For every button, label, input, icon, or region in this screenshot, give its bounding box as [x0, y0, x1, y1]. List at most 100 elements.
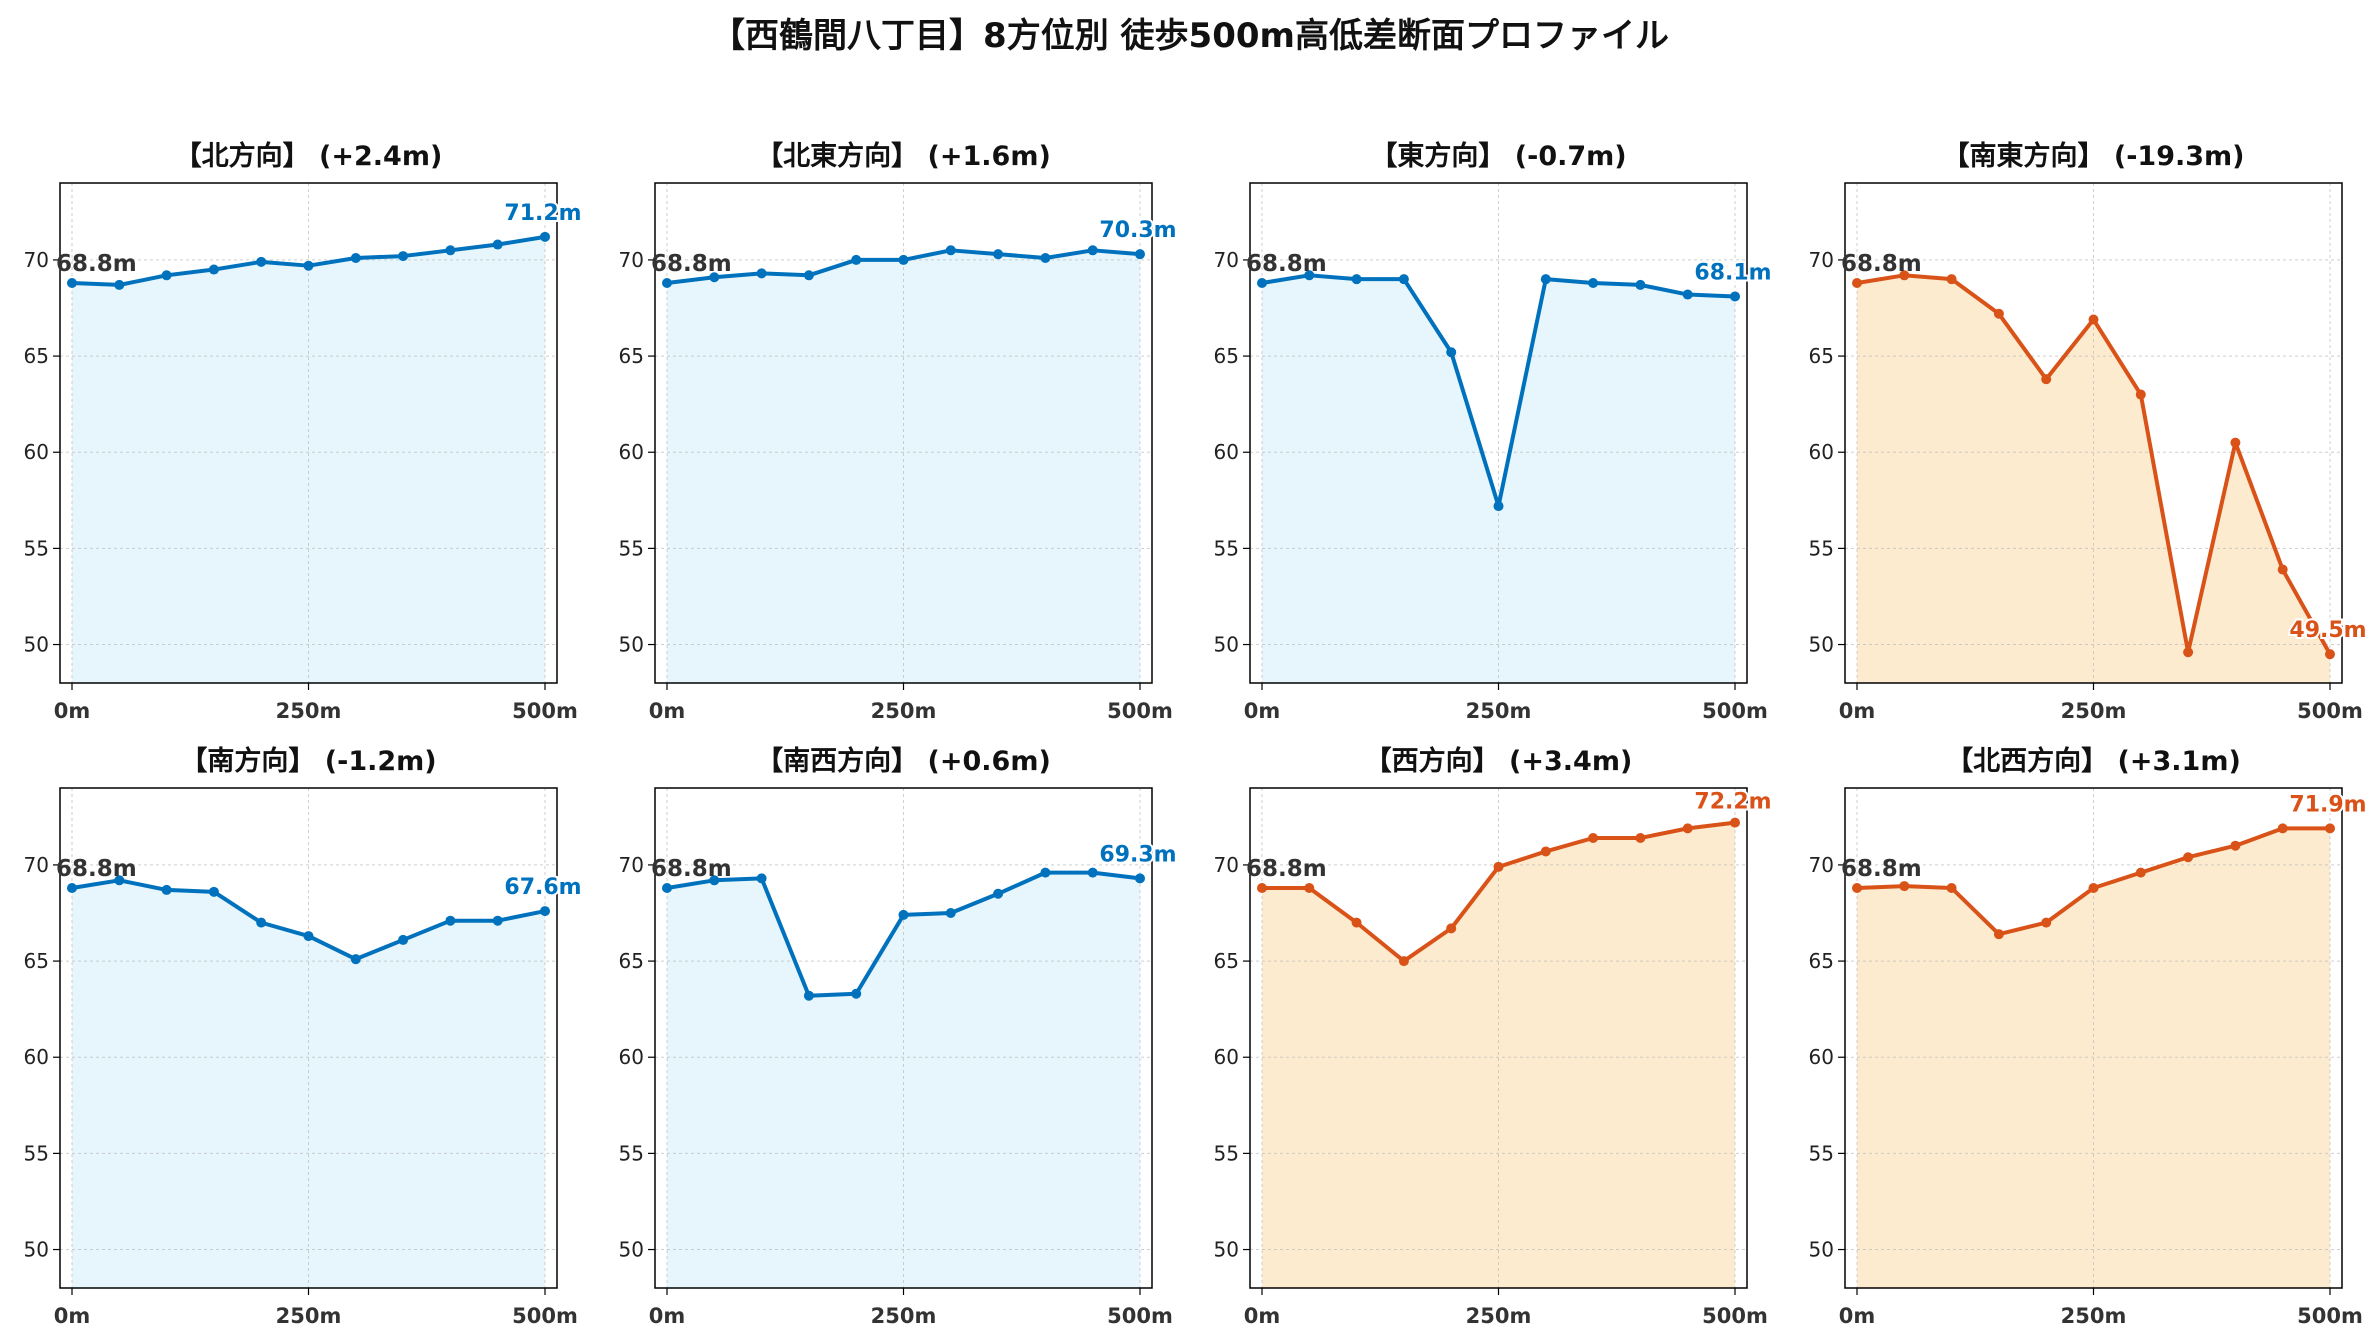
elevation-point	[2325, 823, 2335, 834]
elevation-point	[445, 915, 456, 926]
end-elevation-label: 67.6m	[504, 875, 581, 900]
x-tick-label: 250m	[871, 1304, 937, 1328]
elevation-point	[1852, 883, 1862, 893]
elevation-point	[67, 883, 77, 893]
elevation-point	[993, 249, 1004, 260]
elevation-point	[993, 888, 1004, 899]
y-tick-label: 65	[619, 949, 644, 973]
elevation-point	[1682, 823, 1693, 834]
elevation-point	[662, 278, 672, 288]
x-tick-label: 250m	[2061, 699, 2127, 723]
end-elevation-label: 69.3m	[1099, 842, 1176, 867]
y-tick-label: 65	[24, 344, 49, 368]
elevation-point	[2135, 867, 2146, 878]
elevation-point	[2325, 649, 2335, 660]
x-tick-label: 500m	[1702, 1304, 1768, 1328]
elevation-point	[2088, 314, 2099, 325]
start-elevation-label: 68.8m	[651, 856, 732, 882]
y-tick-label: 70	[1809, 248, 1834, 272]
x-tick-label: 0m	[1839, 699, 1876, 723]
y-tick-label: 55	[1214, 1141, 1239, 1165]
x-tick-label: 250m	[276, 699, 342, 723]
elevation-point	[114, 875, 125, 886]
x-tick-label: 500m	[512, 699, 578, 723]
panel-title: 【西方向】 (+3.4m)	[1365, 745, 1633, 777]
y-tick-label: 50	[24, 1238, 49, 1262]
y-tick-label: 50	[1809, 1238, 1834, 1262]
chart-panel-7: 50 55 60 65 70 0m 250m 500m 【北西方向】 (+3.1m) 68.8m 7…	[1809, 745, 2369, 1328]
x-tick-label: 500m	[512, 1304, 578, 1328]
elevation-fill-area	[1262, 822, 1735, 1288]
x-tick-label: 250m	[2061, 1304, 2127, 1328]
start-elevation-label: 68.8m	[1841, 251, 1922, 277]
y-tick-label: 50	[619, 1238, 644, 1262]
x-tick-label: 0m	[1244, 1304, 1281, 1328]
elevation-point	[1493, 861, 1504, 872]
elevation-point	[303, 260, 314, 271]
y-tick-label: 65	[619, 344, 644, 368]
elevation-point	[709, 875, 720, 886]
x-tick-label: 0m	[54, 699, 91, 723]
end-elevation-label: 70.3m	[1099, 218, 1176, 243]
elevation-point	[1730, 817, 1740, 828]
x-tick-label: 0m	[649, 1304, 686, 1328]
chart-panel-2: 50 55 60 65 70 0m 250m 500m 【東方向】 (-0.7m) 68.8m 68…	[1214, 140, 1774, 723]
start-elevation-label: 68.8m	[651, 251, 732, 277]
end-elevation-label: 71.9m	[2289, 792, 2366, 817]
y-tick-label: 60	[619, 440, 644, 464]
elevation-point	[256, 256, 267, 267]
elevation-point	[1588, 833, 1599, 843]
y-tick-label: 70	[1214, 248, 1239, 272]
start-elevation-label: 68.8m	[56, 251, 137, 277]
elevation-point	[1540, 274, 1551, 285]
y-tick-label: 50	[1809, 633, 1834, 657]
elevation-point	[2277, 823, 2288, 834]
elevation-point	[114, 279, 125, 290]
y-tick-label: 60	[1809, 1045, 1834, 1069]
x-tick-label: 0m	[54, 1304, 91, 1328]
elevation-point	[350, 954, 361, 965]
elevation-point	[1040, 253, 1051, 263]
panel-title: 【南西方向】 (+0.6m)	[756, 745, 1051, 777]
elevation-point	[1635, 833, 1646, 843]
y-tick-label: 60	[1214, 1045, 1239, 1069]
elevation-point	[1135, 873, 1145, 884]
y-tick-label: 55	[24, 536, 49, 560]
panel-title: 【南東方向】 (-19.3m)	[1942, 140, 2244, 172]
elevation-point	[208, 886, 219, 897]
panel-title: 【南方向】 (-1.2m)	[180, 745, 436, 777]
end-elevation-label: 49.5m	[2289, 618, 2366, 643]
elevation-point	[492, 239, 503, 250]
main-title: 【西鶴間八丁目】8方位別 徒歩500m高低差断面プロファイル	[711, 16, 1669, 56]
elevation-point	[1899, 270, 1910, 281]
elevation-point	[803, 990, 814, 1001]
elevation-point	[1540, 846, 1551, 857]
elevation-point	[851, 254, 862, 265]
elevation-point	[1635, 279, 1646, 290]
y-tick-label: 60	[1809, 440, 1834, 464]
elevation-point	[208, 264, 219, 275]
elevation-point	[1304, 270, 1315, 281]
elevation-point	[256, 917, 267, 928]
elevation-point	[2230, 437, 2241, 448]
elevation-point	[1588, 278, 1599, 288]
y-tick-label: 65	[1214, 949, 1239, 973]
elevation-point	[851, 988, 862, 999]
y-tick-label: 70	[619, 248, 644, 272]
elevation-point	[492, 915, 503, 926]
x-tick-label: 500m	[1107, 1304, 1173, 1328]
elevation-point	[1040, 867, 1051, 878]
y-tick-label: 55	[1809, 536, 1834, 560]
elevation-point	[540, 231, 550, 242]
elevation-point	[1257, 278, 1267, 288]
x-tick-label: 500m	[1702, 699, 1768, 723]
elevation-point	[662, 883, 672, 893]
x-tick-label: 0m	[649, 699, 686, 723]
elevation-point	[945, 908, 956, 918]
elevation-point	[2183, 852, 2194, 863]
elevation-point	[1351, 274, 1362, 285]
elevation-point	[1852, 278, 1862, 288]
elevation-point	[1493, 501, 1504, 512]
elevation-point	[398, 251, 409, 262]
